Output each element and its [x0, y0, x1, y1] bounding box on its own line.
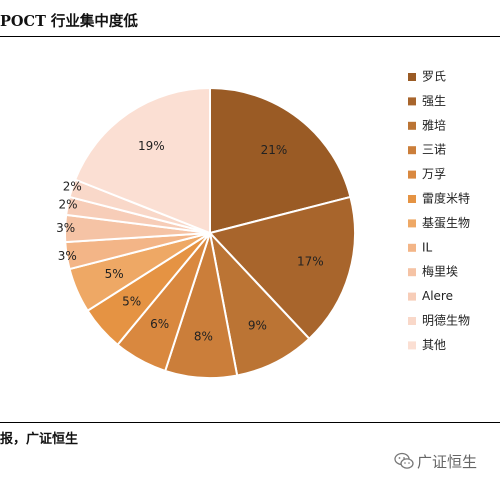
- top-rule: [0, 36, 500, 37]
- watermark: 广证恒生: [394, 451, 477, 472]
- pie-value-label: 5%: [122, 295, 141, 309]
- legend-swatch: [408, 292, 416, 301]
- pie-value-label: 19%: [138, 139, 165, 153]
- pie-value-label: 21%: [261, 143, 288, 157]
- legend-label: 强生: [422, 94, 446, 108]
- pie-value-label: 9%: [248, 319, 267, 333]
- legend-swatch: [408, 170, 416, 179]
- legend-label: IL: [422, 240, 433, 254]
- legend-swatch: [408, 219, 416, 228]
- pie-value-label: 8%: [194, 330, 213, 344]
- pie-value-label: 5%: [105, 267, 124, 281]
- pie-value-label: 2%: [63, 180, 82, 194]
- legend-label: 雅培: [422, 117, 446, 132]
- source-note: 报，广证恒生: [0, 432, 79, 447]
- pie-value-label: 6%: [150, 317, 169, 331]
- legend-swatch: [408, 146, 416, 155]
- legend-swatch: [408, 243, 416, 252]
- legend-swatch: [408, 341, 416, 350]
- legend-swatch: [408, 195, 416, 203]
- legend-swatch: [408, 97, 416, 106]
- pie-slice: [208, 195, 356, 341]
- legend-label: 三诺: [422, 143, 446, 157]
- pie-value-label: 3%: [56, 221, 75, 235]
- watermark-text: 广证恒生: [417, 453, 478, 471]
- pie-value-label: 3%: [58, 249, 77, 263]
- legend-swatch: [408, 317, 416, 325]
- legend-label: Alere: [422, 289, 453, 303]
- pie-slices: [64, 86, 356, 379]
- pie-chart: 21% 17% 9% 8% 6% 5% 5% 3% 3% 2% 2% 19% 罗氏强生雅培三诺万孚雷度…: [56, 70, 470, 379]
- pie-slice: [209, 86, 352, 235]
- legend-label: 万孚: [422, 167, 446, 181]
- wechat-icon: [394, 452, 414, 469]
- legend-label: 基蛋生物: [422, 216, 470, 230]
- legend-swatch: [408, 73, 416, 81]
- pie-labels: 21% 17% 9% 8% 6% 5% 5% 3% 3% 2% 2% 19%: [56, 139, 323, 344]
- pie-slice: [208, 229, 311, 377]
- pie-value-label: 2%: [58, 198, 77, 212]
- legend-label: 雷度米特: [422, 191, 470, 206]
- legend-label: 其他: [422, 338, 446, 352]
- legend-label: 罗氏: [422, 70, 446, 84]
- legend-label: 梅里埃: [422, 264, 458, 279]
- chart-title: POCT 行业集中度低: [0, 13, 138, 30]
- legend-swatch: [408, 268, 416, 277]
- legend-swatch: [408, 121, 416, 130]
- legend-label: 明德生物: [422, 313, 470, 328]
- pie-value-label: 17%: [297, 255, 324, 269]
- bottom-rule: [0, 422, 500, 423]
- pie-slice: [73, 86, 211, 235]
